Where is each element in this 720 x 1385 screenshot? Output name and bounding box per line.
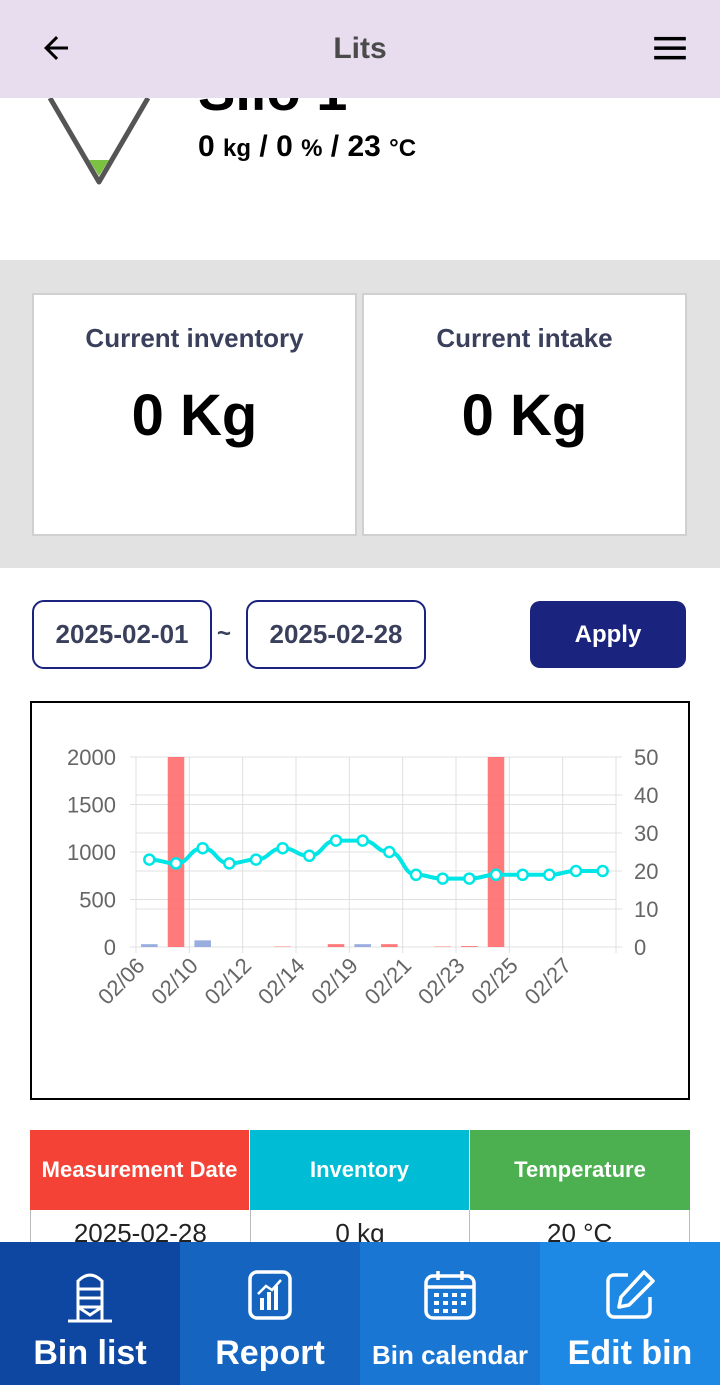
y-right-tick-label: 40 (634, 783, 658, 808)
x-tick-label: 02/25 (466, 953, 523, 1010)
x-tick-label: 02/06 (93, 953, 150, 1010)
hamburger-menu-icon (654, 36, 686, 60)
chart-bar (354, 944, 371, 947)
chart-point (383, 845, 396, 859)
date-from-field[interactable]: 2025-02-01 (32, 600, 212, 669)
x-tick-label: 02/23 (413, 953, 470, 1010)
chart-point (303, 849, 316, 863)
header-inventory[interactable]: Inventory (250, 1130, 470, 1210)
y-left-tick-label: 2000 (67, 745, 116, 770)
chart-bar (167, 757, 185, 947)
page-title: Lits (333, 32, 387, 65)
date-to-field[interactable]: 2025-02-28 (246, 600, 426, 669)
nav-report[interactable]: Report (180, 1242, 360, 1385)
table-header: Measurement Date Inventory Temperature (30, 1130, 690, 1210)
chart-bar (194, 940, 211, 947)
silo-temperature: 23 (347, 130, 381, 163)
nav-bin-calendar-label: Bin calendar (371, 1340, 529, 1370)
chart-point (409, 868, 423, 882)
menu-button[interactable] (644, 22, 696, 74)
chart-bar (141, 944, 158, 947)
y-left-tick-label: 1000 (67, 840, 116, 865)
chart-bar (487, 757, 505, 947)
apply-button[interactable]: Apply (530, 601, 686, 668)
chart-point (329, 834, 343, 847)
nav-edit-bin[interactable]: Edit bin (540, 1242, 720, 1385)
silo-weight-unit: kg (223, 135, 252, 162)
date-separator: ~ (217, 620, 232, 647)
silo-weight: 0 (198, 130, 215, 163)
back-button[interactable] (30, 22, 82, 74)
summary-section: Current inventory 0 Kg Current intake 0 … (0, 260, 720, 568)
nav-bin-list-label: Bin list (33, 1334, 147, 1372)
arrow-left-icon (44, 36, 68, 60)
nav-report-label: Report (215, 1334, 325, 1372)
edit-icon (606, 1270, 655, 1319)
y-right-tick-label: 50 (634, 745, 658, 770)
nav-edit-bin-label: Edit bin (567, 1334, 693, 1372)
x-tick-label: 02/27 (520, 953, 577, 1010)
chart-bar (327, 944, 345, 947)
silo-percent-unit: % (301, 135, 323, 162)
y-right-tick-label: 10 (634, 897, 658, 922)
chart-point (543, 868, 556, 882)
silo-name: Silo 1 (198, 98, 347, 123)
x-tick-label: 02/10 (146, 953, 203, 1010)
header-temperature[interactable]: Temperature (470, 1130, 690, 1210)
chart-point (276, 841, 289, 855)
x-tick-label: 02/21 (360, 953, 417, 1010)
calendar-icon (424, 1271, 476, 1320)
chart-line (149, 838, 603, 881)
y-left-tick-label: 500 (79, 888, 116, 913)
chart-point (569, 864, 583, 878)
measurement-table: Measurement Date Inventory Temperature 2… (30, 1130, 691, 1270)
chart-point (596, 864, 609, 878)
chart-point (143, 853, 156, 866)
chart-point (489, 868, 503, 882)
silo-header: Silo 1 0 kg / 0 % / 23 °C (0, 98, 720, 260)
intake-label: Current intake (436, 323, 613, 353)
inventory-card: Current inventory 0 Kg (32, 293, 357, 536)
chart-point (169, 857, 183, 870)
chart-point (249, 853, 263, 866)
x-tick-label: 02/19 (306, 953, 363, 1010)
chart-bar (461, 946, 478, 947)
chart-point (463, 872, 476, 885)
chart-point (223, 857, 236, 870)
app-bar: Lits (0, 0, 720, 98)
y-left-tick-label: 1500 (67, 793, 116, 818)
chart-bar (381, 944, 398, 947)
chart-point (356, 834, 369, 847)
silo-cone-icon (47, 98, 151, 185)
intake-value: 0 Kg (461, 383, 588, 448)
header-measurement-date[interactable]: Measurement Date (30, 1130, 250, 1210)
nav-bin-list[interactable]: Bin list (0, 1242, 180, 1385)
chart-point (436, 872, 449, 885)
y-left-tick-label: 0 (104, 935, 116, 960)
report-icon (248, 1270, 292, 1320)
silo-icon (68, 1273, 112, 1323)
intake-card: Current intake 0 Kg (362, 293, 687, 536)
bottom-nav: Bin list Report (0, 1242, 720, 1385)
y-right-tick-label: 20 (634, 859, 658, 884)
silo-percent: 0 (276, 130, 293, 163)
y-right-tick-label: 30 (634, 821, 658, 846)
inventory-label: Current inventory (85, 323, 304, 353)
inventory-value: 0 Kg (131, 383, 258, 448)
nav-bin-calendar[interactable]: Bin calendar (360, 1242, 540, 1385)
x-tick-label: 02/14 (253, 953, 310, 1010)
y-right-tick-label: 0 (634, 935, 646, 960)
silo-stats: 0 kg / 0 % / 23 °C (198, 130, 417, 163)
inventory-chart: 0 500 1000 1500 2000 0 10 20 30 40 50 02/06 02/10 02/… (30, 701, 690, 1100)
silo-temperature-unit: °C (389, 135, 417, 162)
x-tick-label: 02/12 (200, 953, 257, 1010)
chart-canvas: 05001000150020000102030405002/0602/1002/… (67, 745, 658, 1010)
chart-point (516, 868, 529, 882)
chart-point (196, 841, 209, 855)
